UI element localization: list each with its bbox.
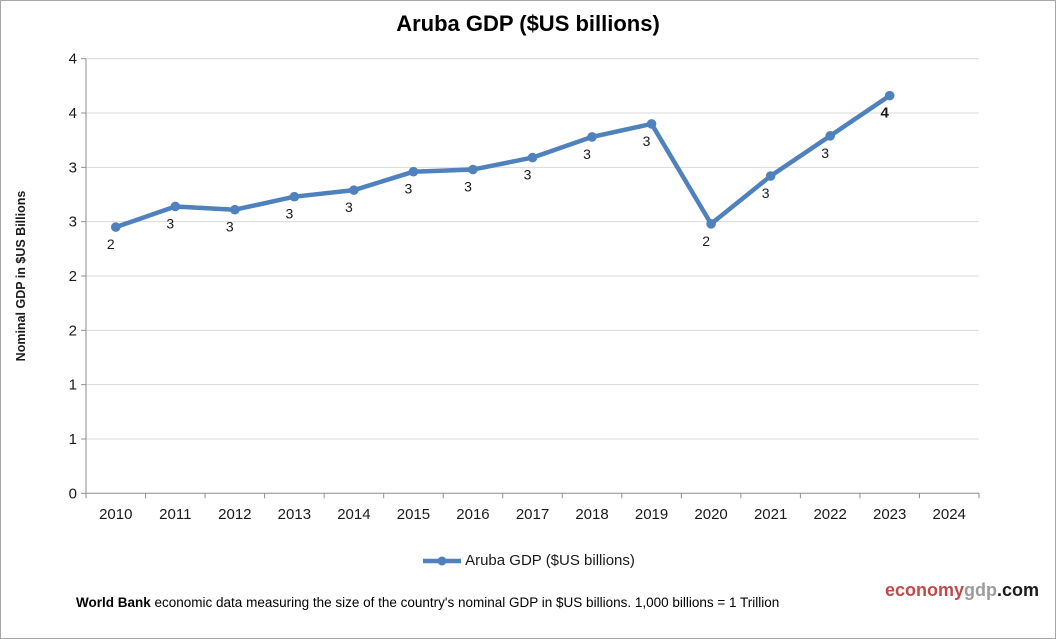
x-axis-tick-label: 2024 — [933, 506, 966, 523]
gdp-line-series — [113, 93, 892, 230]
x-axis-tick-label: 2023 — [873, 506, 906, 523]
x-axis-tick-label: 2018 — [575, 506, 608, 523]
data-point-marker — [349, 185, 359, 195]
data-point-marker — [230, 204, 240, 215]
site-logo-economy: economy — [884, 580, 964, 600]
x-axis-tick-label: 2021 — [754, 506, 787, 523]
x-axis-tick-label: 2020 — [694, 506, 727, 523]
data-point-label: 3 — [464, 179, 472, 195]
x-axis-tick-label: 2022 — [813, 506, 846, 523]
x-axis-tick-label: 2015 — [397, 506, 430, 523]
data-point-marker — [706, 219, 716, 229]
site-logo-com: .com — [996, 580, 1039, 600]
x-axis-tick-label: 2011 — [159, 506, 191, 523]
data-point-label: 3 — [166, 215, 174, 231]
data-point-marker — [646, 119, 657, 129]
data-point-label: 3 — [762, 185, 770, 201]
data-point-label: 3 — [821, 145, 829, 161]
data-point-label: 3 — [643, 133, 651, 149]
data-point-label: 3 — [524, 167, 532, 183]
data-point-marker — [289, 191, 300, 202]
legend: Aruba GDP ($US billions) — [1, 552, 1055, 569]
legend-label: Aruba GDP ($US billions) — [465, 552, 635, 569]
x-axis-tick-label: 2012 — [218, 506, 251, 523]
data-point-marker — [408, 166, 419, 177]
data-point-label: 3 — [583, 146, 591, 162]
data-point-label: 2 — [107, 236, 115, 252]
data-point-label: 3 — [226, 219, 234, 235]
x-axis-tick-label: 2010 — [99, 506, 132, 523]
x-axis-tick-label: 2013 — [278, 506, 311, 523]
source-note-text: economic data measuring the size of the … — [150, 595, 780, 610]
y-axis-title: Nominal GDP in $US Billions — [14, 191, 28, 362]
data-point-label: 3 — [345, 199, 353, 215]
x-axis-tick-label: 2014 — [337, 506, 370, 523]
y-axis-tick-label: 2 — [69, 322, 77, 339]
data-point-label: 3 — [285, 206, 293, 222]
data-point-marker — [765, 171, 776, 181]
y-axis-tick-label: 1 — [69, 431, 77, 448]
site-logo-gdp: gdp — [963, 580, 997, 600]
data-point-marker — [110, 222, 121, 232]
source-note-bold: World Bank — [76, 595, 151, 610]
y-axis-tick-label: 1 — [69, 377, 77, 394]
x-axis-tick-label: 2017 — [516, 506, 549, 523]
data-point-marker — [825, 131, 835, 141]
line-chart: 0 1 1 2 2 3 3 4 4 2010 2011 2012 2013 2014 2015 2016 201… — [14, 51, 980, 523]
data-point-marker — [527, 152, 538, 163]
data-point-label: 3 — [405, 181, 413, 197]
y-axis-tick-label: 4 — [69, 51, 77, 68]
y-axis-tick-label: 2 — [69, 268, 77, 285]
data-point-marker — [170, 201, 181, 212]
data-point-marker — [884, 90, 895, 101]
y-axis-tick-label: 4 — [69, 105, 77, 122]
x-axis-tick-label: 2016 — [456, 506, 489, 523]
legend-line-marker — [423, 556, 462, 565]
y-axis-tick-label: 0 — [69, 485, 77, 502]
data-point-marker — [587, 132, 597, 142]
data-point-marker — [468, 164, 478, 175]
source-note: World Bank economic data measuring the s… — [76, 595, 806, 610]
chart-title: Aruba GDP ($US billions) — [396, 11, 660, 36]
x-axis-tick-label: 2019 — [635, 506, 668, 523]
data-point-label: 2 — [702, 233, 710, 249]
y-axis-tick-label: 3 — [69, 214, 77, 231]
site-logo[interactable]: economygdp.com — [885, 580, 1039, 601]
y-axis-tick-label: 3 — [69, 159, 77, 176]
data-point-label: 4 — [881, 105, 890, 122]
